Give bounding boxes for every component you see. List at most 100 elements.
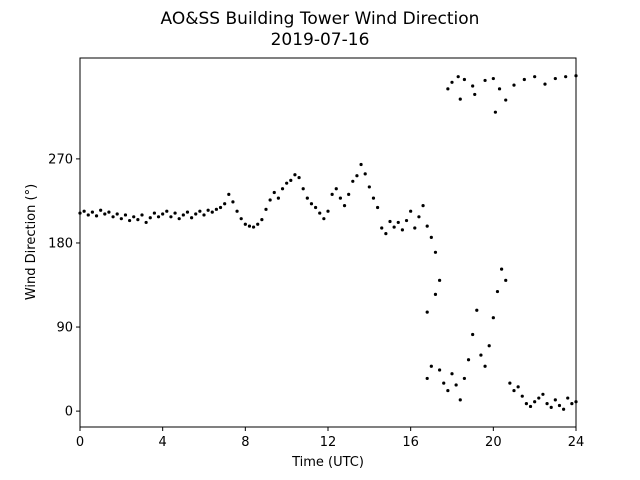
- data-point: [446, 388, 450, 393]
- data-point: [334, 187, 338, 191]
- data-point: [289, 178, 293, 182]
- data-point: [243, 222, 247, 226]
- data-point: [210, 210, 214, 214]
- data-point: [543, 82, 547, 86]
- data-point: [421, 204, 425, 208]
- data-point: [123, 213, 128, 217]
- data-point: [438, 278, 442, 282]
- data-point: [483, 364, 487, 368]
- data-point: [520, 394, 524, 398]
- data-point: [528, 404, 533, 409]
- data-point: [367, 185, 371, 189]
- data-point: [115, 212, 119, 216]
- data-point: [504, 98, 508, 102]
- data-point: [99, 208, 103, 212]
- data-point: [450, 372, 454, 376]
- x-tick-label: 24: [568, 435, 585, 450]
- data-point: [132, 215, 136, 219]
- data-point: [264, 207, 268, 211]
- data-point: [541, 392, 545, 396]
- data-point: [293, 173, 297, 177]
- data-point: [161, 212, 165, 216]
- data-point: [371, 196, 376, 200]
- data-point: [429, 235, 433, 239]
- data-point: [351, 179, 355, 183]
- data-point: [456, 75, 460, 79]
- data-point: [247, 224, 252, 228]
- data-point: [128, 218, 132, 223]
- data-point: [103, 212, 107, 216]
- data-point: [493, 110, 497, 114]
- data-point: [417, 215, 421, 219]
- data-point: [136, 218, 140, 222]
- y-axis: 0 90 180 270: [48, 152, 80, 420]
- data-point: [380, 226, 384, 230]
- data-point: [508, 381, 512, 385]
- data-point: [363, 172, 367, 176]
- data-point: [272, 190, 276, 195]
- data-point: [86, 213, 90, 217]
- data-point: [223, 202, 227, 206]
- data-point: [94, 214, 99, 218]
- data-point: [500, 267, 504, 271]
- data-point: [235, 209, 239, 213]
- data-point: [198, 209, 202, 213]
- data-point: [359, 162, 363, 167]
- data-point: [425, 376, 429, 381]
- data-point: [376, 205, 380, 210]
- data-point: [177, 217, 181, 221]
- data-point: [458, 398, 462, 402]
- data-point: [512, 83, 516, 87]
- data-point: [305, 196, 309, 200]
- data-point: [202, 213, 206, 217]
- data-points: [78, 74, 578, 411]
- data-point: [231, 200, 235, 204]
- data-point: [512, 388, 516, 393]
- data-point: [396, 220, 400, 225]
- data-point: [173, 211, 177, 215]
- data-point: [280, 187, 285, 191]
- data-point: [239, 217, 243, 221]
- data-point: [409, 209, 413, 213]
- data-point: [347, 192, 351, 196]
- data-point: [413, 226, 417, 230]
- data-point: [462, 77, 466, 82]
- data-point: [425, 310, 429, 314]
- y-tick-label: 180: [48, 236, 73, 251]
- data-point: [446, 87, 450, 91]
- data-point: [190, 216, 194, 220]
- data-point: [119, 217, 123, 221]
- data-point: [297, 175, 301, 180]
- data-point: [355, 174, 359, 178]
- data-point: [140, 213, 144, 217]
- data-point: [458, 97, 462, 101]
- data-point: [537, 396, 541, 400]
- data-point: [475, 308, 479, 312]
- data-point: [78, 211, 82, 215]
- y-tick-label: 0: [65, 405, 73, 420]
- data-point: [553, 76, 557, 81]
- data-point: [574, 400, 578, 404]
- data-point: [522, 77, 526, 82]
- y-axis-label: Wind Direction (°): [24, 184, 39, 300]
- data-point: [487, 344, 491, 348]
- data-point: [392, 225, 396, 229]
- data-point: [483, 78, 487, 83]
- data-point: [326, 209, 330, 213]
- data-point: [429, 364, 433, 368]
- data-point: [549, 405, 553, 409]
- data-point: [574, 74, 578, 78]
- chart-subtitle: 2019-07-16: [271, 30, 370, 50]
- data-point: [404, 218, 409, 223]
- data-point: [495, 289, 500, 294]
- data-point: [314, 205, 318, 210]
- data-point: [491, 76, 495, 81]
- data-point: [466, 358, 471, 362]
- data-point: [301, 187, 305, 191]
- data-point: [194, 212, 198, 216]
- data-point: [214, 207, 218, 211]
- data-point: [338, 196, 342, 200]
- data-point: [516, 385, 520, 389]
- data-point: [318, 211, 322, 215]
